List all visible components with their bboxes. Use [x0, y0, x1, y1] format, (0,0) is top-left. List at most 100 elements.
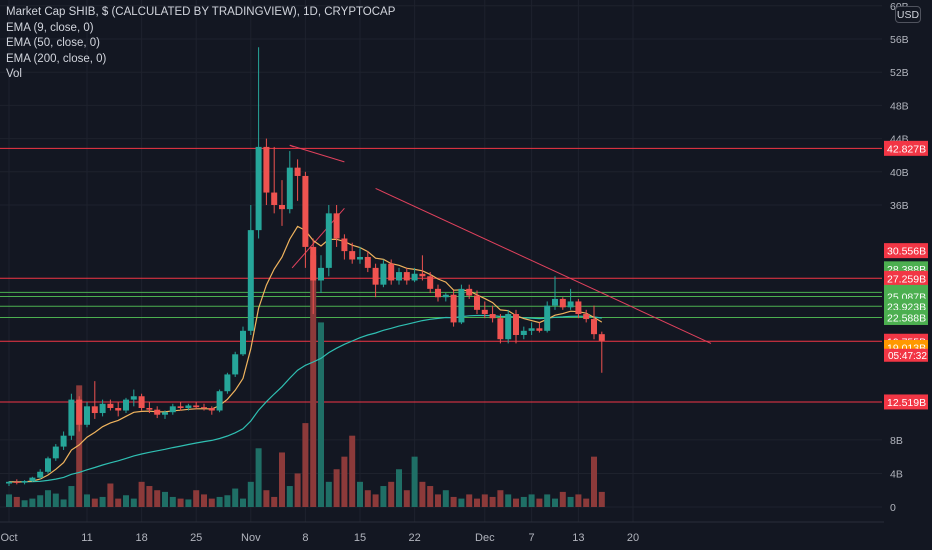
price-tick-label: 48B: [890, 100, 909, 112]
countdown-text: 05:47:32: [888, 351, 927, 362]
candle-body: [84, 406, 90, 425]
candle-body: [325, 213, 332, 268]
volume-bar: [567, 496, 574, 507]
candle-body: [528, 328, 535, 331]
candle-body: [201, 407, 207, 409]
trend-lines: [289, 144, 712, 344]
legend-ema200[interactable]: EMA (200, close, 0): [6, 52, 107, 65]
volume-bar: [216, 496, 223, 507]
candle-body: [146, 407, 153, 410]
candle-body: [294, 167, 301, 176]
volume-bar: [544, 494, 551, 507]
price-tick-label: 8B: [890, 435, 903, 447]
volume-bar: [169, 496, 176, 507]
candle-body: [162, 412, 168, 415]
volume-bar: [193, 490, 200, 507]
trend-line: [289, 144, 345, 163]
candle-body: [13, 481, 20, 483]
time-tick-label: 11: [81, 532, 92, 544]
time-tick-label: Dec: [475, 532, 495, 544]
ema50-line: [8, 314, 602, 483]
volume-bar: [107, 483, 114, 507]
legend-ema50[interactable]: EMA (50, close, 0): [6, 37, 100, 49]
volume-bar: [185, 499, 192, 507]
volume-bar: [130, 498, 137, 507]
candle-body: [341, 238, 348, 252]
volume-bar: [513, 498, 519, 507]
volume-bar: [271, 496, 278, 507]
candle-body: [388, 263, 395, 281]
price-label-badge: [884, 394, 928, 410]
candle-body: [107, 403, 114, 408]
candle-body: [216, 391, 223, 411]
volume-bar: [13, 496, 20, 507]
volume-bar: [37, 495, 44, 507]
legend-volume[interactable]: Vol: [6, 68, 22, 80]
volume-bar: [427, 486, 434, 507]
volume-bar: [60, 499, 67, 507]
volume-bar: [177, 498, 184, 507]
volume-bar: [318, 322, 324, 507]
candle-body: [130, 396, 137, 400]
volume-bar: [520, 496, 527, 507]
time-tick-label: 20: [627, 532, 639, 544]
trend-line: [289, 144, 294, 148]
volume-bar: [364, 490, 371, 507]
candle-body: [497, 318, 504, 340]
candle-body: [559, 298, 566, 308]
candle-body: [302, 175, 309, 247]
candle-body: [240, 330, 246, 355]
candle-body: [29, 477, 36, 481]
candle-body: [481, 309, 488, 315]
volume-bar: [380, 486, 387, 507]
time-tick-label: Oct: [0, 532, 17, 544]
candle-body: [193, 405, 200, 408]
volume-bar: [450, 496, 457, 507]
candle-body: [52, 446, 59, 459]
time-tick-label: Nov: [241, 532, 261, 544]
volume-bar: [263, 490, 270, 507]
candle-body: [138, 396, 145, 408]
time-tick-label: 15: [354, 532, 366, 544]
candle-body: [575, 301, 582, 315]
legend-symbol-title[interactable]: Market Cap SHIB, $ (CALCULATED BY TRADIN…: [6, 6, 396, 18]
candlesticks: [6, 47, 605, 487]
volume-bar: [84, 494, 90, 507]
volume-bar: [286, 486, 293, 507]
candle-body: [154, 409, 161, 415]
time-tick-label: 25: [190, 532, 202, 544]
candle-body: [357, 256, 363, 260]
volume-bar: [208, 498, 215, 507]
candle-body: [279, 205, 285, 210]
candle-body: [333, 213, 340, 239]
candle-body: [68, 399, 75, 436]
volume-bar: [458, 498, 465, 507]
candle-body: [6, 481, 12, 484]
time-tick-label: 13: [572, 532, 584, 544]
candle-body: [583, 314, 590, 320]
volume-bar: [68, 486, 75, 507]
candle-body: [427, 276, 434, 289]
candle-body: [224, 374, 231, 392]
legend-ema9[interactable]: EMA (9, close, 0): [6, 21, 94, 34]
volume-bars: [6, 255, 605, 507]
candle-body: [99, 403, 106, 414]
candle-body: [263, 146, 270, 193]
volume-bar: [76, 385, 83, 507]
candle-body: [513, 314, 519, 336]
time-axis: Oct 11 18 25 Nov 8 15 22 Dec 7 13 20: [0, 521, 887, 550]
volume-bar: [224, 495, 231, 507]
price-label-text: 27.259B: [887, 273, 926, 285]
currency-button[interactable]: USD: [895, 6, 921, 23]
candle-body: [21, 480, 28, 483]
volume-bar: [240, 498, 246, 507]
time-tick-label: 18: [135, 532, 147, 544]
volume-bar: [255, 448, 262, 507]
candle-body: [598, 334, 605, 341]
candle-body: [489, 314, 496, 319]
volume-bar: [99, 496, 106, 507]
candle-body: [458, 288, 465, 323]
volume-bar: [325, 481, 332, 507]
volume-bar: [279, 452, 285, 507]
